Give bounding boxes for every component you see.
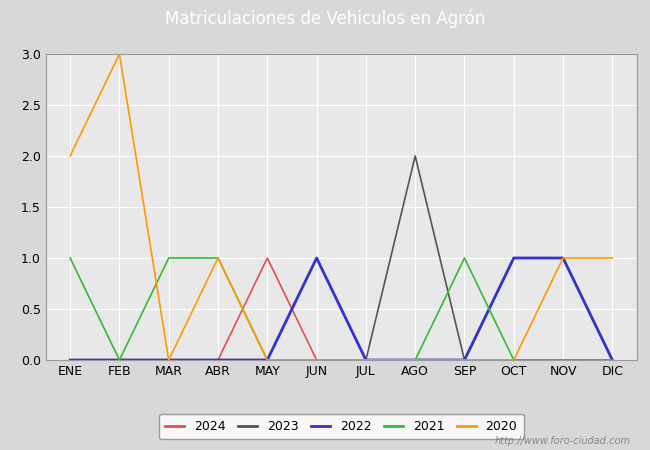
2021 — [411, 357, 419, 363]
2020 — [362, 357, 370, 363]
2023 — [411, 153, 419, 159]
2023 — [214, 357, 222, 363]
Line: 2021: 2021 — [70, 258, 612, 360]
2020 — [165, 357, 173, 363]
2024 — [362, 357, 370, 363]
2020 — [608, 255, 616, 261]
2020 — [461, 357, 469, 363]
2023 — [559, 255, 567, 261]
2022 — [214, 357, 222, 363]
2022 — [510, 255, 517, 261]
2022 — [116, 357, 124, 363]
2024 — [608, 357, 616, 363]
2024 — [116, 357, 124, 363]
2020 — [116, 51, 124, 57]
2020 — [559, 255, 567, 261]
2021 — [362, 357, 370, 363]
2024 — [214, 357, 222, 363]
2024 — [263, 255, 271, 261]
2024 — [313, 357, 320, 363]
2023 — [165, 357, 173, 363]
2022 — [559, 255, 567, 261]
2021 — [214, 255, 222, 261]
2022 — [263, 357, 271, 363]
2021 — [263, 357, 271, 363]
2022 — [461, 357, 469, 363]
2022 — [313, 255, 320, 261]
2020 — [313, 357, 320, 363]
2024 — [559, 357, 567, 363]
2021 — [66, 255, 74, 261]
2020 — [510, 357, 517, 363]
2021 — [559, 357, 567, 363]
2021 — [461, 255, 469, 261]
2020 — [411, 357, 419, 363]
2023 — [608, 357, 616, 363]
2024 — [510, 357, 517, 363]
2024 — [461, 357, 469, 363]
2022 — [411, 357, 419, 363]
2021 — [510, 357, 517, 363]
2024 — [66, 357, 74, 363]
2024 — [411, 357, 419, 363]
2022 — [165, 357, 173, 363]
2023 — [116, 357, 124, 363]
2021 — [313, 357, 320, 363]
2023 — [263, 357, 271, 363]
Line: 2024: 2024 — [70, 258, 612, 360]
2024 — [165, 357, 173, 363]
2020 — [263, 357, 271, 363]
Text: Matriculaciones de Vehiculos en Agrón: Matriculaciones de Vehiculos en Agrón — [165, 10, 485, 28]
Line: 2020: 2020 — [70, 54, 612, 360]
2021 — [116, 357, 124, 363]
2023 — [510, 255, 517, 261]
2021 — [165, 255, 173, 261]
2021 — [608, 357, 616, 363]
2022 — [362, 357, 370, 363]
2023 — [66, 357, 74, 363]
Text: http://www.foro-ciudad.com: http://www.foro-ciudad.com — [495, 436, 630, 446]
2020 — [66, 153, 74, 159]
2022 — [66, 357, 74, 363]
2023 — [362, 357, 370, 363]
2023 — [461, 357, 469, 363]
Legend: 2024, 2023, 2022, 2021, 2020: 2024, 2023, 2022, 2021, 2020 — [159, 414, 523, 440]
2020 — [214, 255, 222, 261]
Line: 2022: 2022 — [70, 258, 612, 360]
2022 — [608, 357, 616, 363]
2023 — [313, 357, 320, 363]
Line: 2023: 2023 — [70, 156, 612, 360]
